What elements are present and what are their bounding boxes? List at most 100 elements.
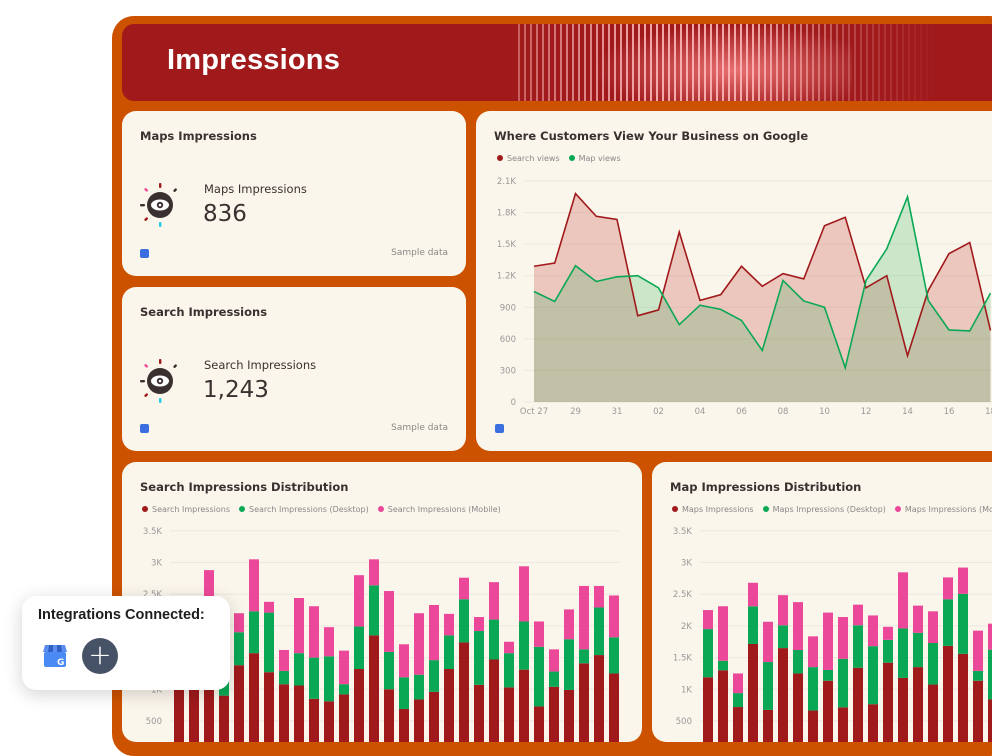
bar-segment xyxy=(838,617,848,659)
bar-segment xyxy=(763,710,773,742)
bar-segment xyxy=(898,678,908,742)
bar-segment xyxy=(808,636,818,667)
y-tick-label: 1.2K xyxy=(497,272,517,282)
page-header: Impressions xyxy=(122,24,992,101)
bar-segment xyxy=(249,653,259,742)
bar-segment xyxy=(249,559,259,611)
bar-segment xyxy=(459,599,469,642)
bar-segment xyxy=(853,668,863,742)
bar-segment xyxy=(534,706,544,742)
bar-segment xyxy=(868,704,878,742)
bar-segment xyxy=(339,684,349,694)
bar-segment xyxy=(838,659,848,708)
y-tick-label: 1.8K xyxy=(497,209,517,219)
bar-segment xyxy=(958,568,968,594)
bar-segment xyxy=(309,606,319,657)
bar-segment xyxy=(958,654,968,742)
bar-segment xyxy=(414,699,424,742)
bar-segment xyxy=(339,651,349,685)
bar-segment xyxy=(733,707,743,742)
bar-segment xyxy=(459,642,469,742)
header-pattern xyxy=(518,24,938,101)
bar-segment xyxy=(594,655,604,742)
eye-icon xyxy=(138,181,182,229)
bar-segment xyxy=(808,667,818,710)
y-tick-label: 1.5K xyxy=(497,240,517,250)
bar-segment xyxy=(354,627,364,669)
bar-segment xyxy=(718,661,728,671)
integrations-title: Integrations Connected: xyxy=(38,607,205,623)
bar-segment xyxy=(234,613,244,632)
bar-segment xyxy=(489,582,499,619)
bar-segment xyxy=(609,637,619,673)
bar-segment xyxy=(594,586,604,608)
bar-segment xyxy=(564,690,574,742)
bar-segment xyxy=(928,685,938,742)
x-tick-label: 16 xyxy=(944,407,955,417)
bar-segment xyxy=(579,586,589,649)
bar-segment xyxy=(294,598,304,653)
bar-segment xyxy=(793,673,803,742)
bar-segment xyxy=(444,669,454,742)
bar-segment xyxy=(549,687,559,742)
x-tick-label: 14 xyxy=(902,407,913,417)
bar-segment xyxy=(898,628,908,677)
bar-segment xyxy=(748,644,758,742)
y-tick-label: 900 xyxy=(500,303,516,313)
x-tick-label: Oct 27 xyxy=(520,407,548,417)
bar-segment xyxy=(354,669,364,742)
x-tick-label: 08 xyxy=(778,407,789,417)
bar-segment xyxy=(868,646,878,704)
bar-segment xyxy=(973,671,983,681)
bar-segment xyxy=(943,646,953,742)
y-tick-label: 600 xyxy=(500,335,516,345)
y-tick-label: 1.5K xyxy=(673,654,693,664)
line-chart-card: Where Customers View Your Business on Go… xyxy=(476,111,992,451)
bar-segment xyxy=(504,653,514,687)
google-business-icon xyxy=(140,424,149,433)
y-tick-label: 300 xyxy=(500,366,516,376)
bar-segment xyxy=(564,639,574,690)
bar-segment xyxy=(399,644,409,677)
bar-segment xyxy=(384,652,394,689)
bar-segment xyxy=(324,701,334,742)
bar-segment xyxy=(429,692,439,742)
bar-segment xyxy=(973,681,983,742)
bar-segment xyxy=(913,633,923,667)
bar-segment xyxy=(399,709,409,742)
bar-segment xyxy=(384,591,394,652)
bar-segment xyxy=(429,660,439,692)
bar-segment xyxy=(943,599,953,646)
y-tick-label: 2K xyxy=(681,622,692,632)
bar-segment xyxy=(853,605,863,626)
bar-segment xyxy=(778,648,788,742)
bar-segment xyxy=(703,610,713,629)
bar-segment xyxy=(279,684,289,742)
google-my-business-icon[interactable]: G xyxy=(42,644,68,668)
bar-segment xyxy=(369,585,379,635)
bar-segment xyxy=(549,649,559,671)
bar-segment xyxy=(474,617,484,631)
bar-segment xyxy=(733,673,743,693)
svg-text:G: G xyxy=(57,658,64,668)
x-tick-label: 04 xyxy=(695,407,706,417)
google-business-icon xyxy=(140,249,149,258)
bar-segment xyxy=(234,665,244,742)
x-tick-label: 29 xyxy=(570,407,581,417)
bar-segment xyxy=(703,677,713,742)
bar-segment xyxy=(219,696,229,742)
y-tick-label: 500 xyxy=(676,717,692,727)
bar-segment xyxy=(354,575,364,626)
bar-segment xyxy=(883,640,893,663)
add-integration-button[interactable]: + xyxy=(82,638,118,674)
bar-segment xyxy=(594,608,604,656)
y-tick-label: 500 xyxy=(146,717,162,727)
bar-segment xyxy=(309,699,319,742)
bar-segment xyxy=(763,622,773,662)
map-distribution-card: Map Impressions Distribution Maps Impres… xyxy=(652,462,992,742)
bar-segment xyxy=(489,660,499,742)
bar-segment xyxy=(928,611,938,643)
bar-segment xyxy=(778,625,788,648)
bar-segment xyxy=(459,578,469,600)
